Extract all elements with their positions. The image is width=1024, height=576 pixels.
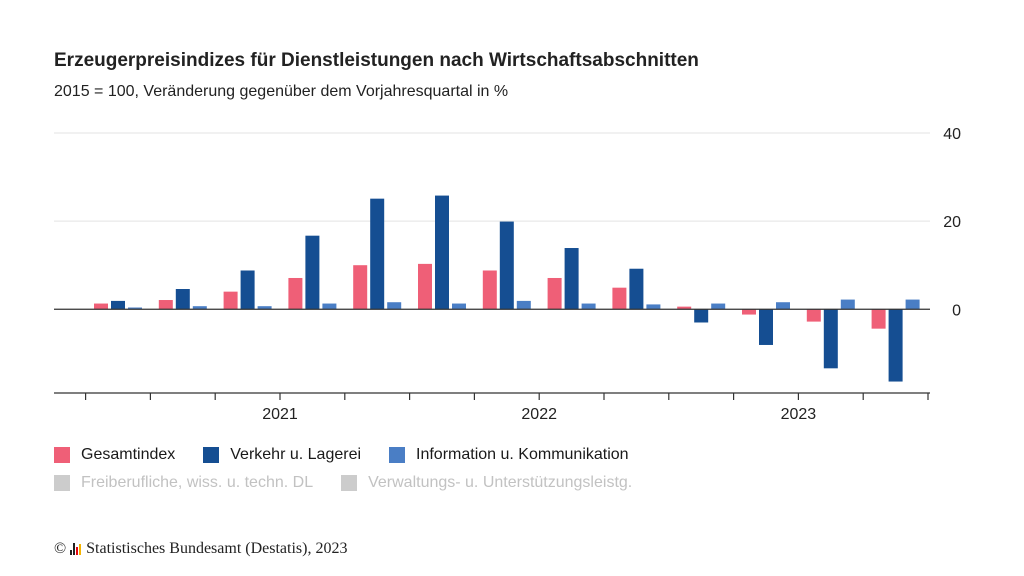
legend: Gesamtindex Verkehr u. Lagerei Information… <box>54 442 660 498</box>
bar <box>482 270 497 310</box>
bar <box>871 309 886 329</box>
x-year-label: 2022 <box>521 406 557 423</box>
bar <box>322 303 337 310</box>
legend-row-active: Gesamtindex Verkehr u. Lagerei Information… <box>54 442 660 468</box>
bar <box>175 289 190 310</box>
bar <box>711 303 726 310</box>
bar <box>128 307 142 310</box>
legend-label: Gesamtindex <box>81 446 176 463</box>
bar <box>823 309 838 369</box>
chart-title: Erzeugerpreisindizes für Dienstleistunge… <box>54 50 699 71</box>
legend-label: Verwaltungs- u. Unterstützungsleistg. <box>368 474 633 491</box>
bar <box>646 304 661 310</box>
source-text: Statistisches Bundesamt (Destatis), 2023 <box>86 540 348 557</box>
bar <box>387 302 402 310</box>
bar <box>370 198 385 310</box>
bar <box>192 306 207 310</box>
source-footer: © Statistisches Bundesamt (Destatis), 20… <box>54 540 347 558</box>
bar <box>677 306 692 310</box>
bar <box>905 299 920 310</box>
destatis-logo-icon <box>70 543 82 555</box>
bar <box>418 263 432 310</box>
bar <box>452 303 466 310</box>
x-year-label: 2021 <box>262 406 298 423</box>
bar <box>516 300 531 310</box>
bar <box>629 268 644 310</box>
legend-item[interactable]: Verwaltungs- u. Unterstützungsleistg. <box>341 474 632 492</box>
bar <box>612 287 627 310</box>
bar <box>547 277 562 310</box>
bar <box>288 277 303 310</box>
bar-chart: 40 20 0 2021 2022 2023 <box>54 126 961 423</box>
bar <box>806 309 821 322</box>
legend-label: Verkehr u. Lagerei <box>230 446 362 463</box>
legend-item[interactable]: Gesamtindex <box>54 446 175 464</box>
legend-swatch <box>54 475 70 491</box>
legend-label: Freiberufliche, wiss. u. techn. DL <box>81 474 314 491</box>
legend-item[interactable]: Verkehr u. Lagerei <box>203 446 361 464</box>
legend-swatch <box>54 447 70 463</box>
y-tick-label: 0 <box>952 302 961 319</box>
bar <box>158 300 173 310</box>
bar <box>759 309 773 345</box>
bar <box>223 291 238 310</box>
legend-swatch <box>389 447 406 463</box>
bar <box>240 270 255 310</box>
bar <box>499 221 514 310</box>
bar <box>888 309 903 382</box>
bar <box>581 303 596 310</box>
legend-swatch <box>341 475 358 491</box>
chart-subtitle: 2015 = 100, Veränderung gegenüber dem Vo… <box>54 83 509 100</box>
bar <box>257 306 272 310</box>
legend-item[interactable]: Freiberufliche, wiss. u. techn. DL <box>54 474 313 492</box>
bar <box>111 300 125 310</box>
copyright-symbol: © <box>54 540 67 557</box>
bar <box>435 195 449 310</box>
legend-item[interactable]: Information u. Kommunikation <box>389 446 629 464</box>
legend-swatch <box>203 447 220 463</box>
bar <box>94 303 108 310</box>
bar <box>694 309 709 323</box>
bar <box>353 265 368 310</box>
bar <box>776 302 790 310</box>
bar <box>742 309 756 315</box>
bar <box>564 248 579 310</box>
y-tick-label: 20 <box>943 214 961 231</box>
legend-row-inactive: Freiberufliche, wiss. u. techn. DL Verwal… <box>54 470 660 496</box>
y-tick-label: 40 <box>943 126 961 143</box>
bar <box>305 235 320 310</box>
legend-label: Information u. Kommunikation <box>416 446 629 463</box>
bar <box>840 299 855 310</box>
x-year-label: 2023 <box>781 406 817 423</box>
